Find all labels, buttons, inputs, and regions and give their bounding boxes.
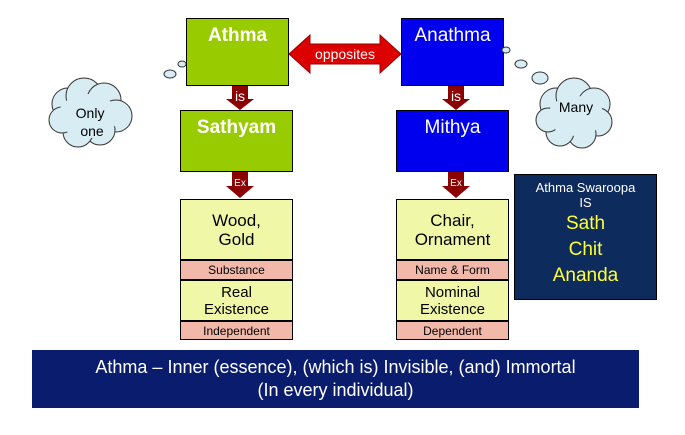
anathma-label: Anathma <box>414 25 491 46</box>
athma-label: Athma <box>207 25 268 46</box>
thought-left-line1: Only <box>76 105 105 121</box>
right-dependence-box: Dependent <box>396 321 509 340</box>
banner-line1: Athma – Inner (essence), (which is) Invi… <box>95 357 576 377</box>
left-existence-box: Real Existence <box>180 280 293 321</box>
left-example-box: Wood, Gold <box>180 199 293 260</box>
sathyam-label: Sathyam <box>196 117 277 138</box>
left-thought-cloud: Only one <box>48 60 187 148</box>
right-thought-cloud: Many <box>501 46 613 149</box>
left-substance-box: Substance <box>180 260 293 280</box>
swaroopa-heading1: Athma Swaroopa <box>535 180 636 195</box>
opposites-arrow: opposites <box>288 34 402 74</box>
banner-line2: (In every individual) <box>257 380 414 400</box>
mithya-label: Mithya <box>424 117 481 138</box>
left-is-arrow: is <box>226 86 254 110</box>
right-substance-box: Name & Form <box>396 260 509 280</box>
athma-box: Athma <box>186 18 289 86</box>
bottom-banner: Athma – Inner (essence), (which is) Invi… <box>32 350 639 408</box>
svg-text:Only one: Only one <box>76 105 109 139</box>
thought-right-label: Many <box>559 99 593 115</box>
swaroopa-box: Athma Swaroopa IS Sath Chit Ananda <box>514 174 657 300</box>
mithya-box: Mithya <box>396 110 509 172</box>
thought-left-line2: one <box>80 123 104 139</box>
swaroopa-heading2: IS <box>579 195 592 210</box>
swaroopa-word-chit: Chit <box>568 239 603 260</box>
swaroopa-word-ananda: Ananda <box>552 265 619 286</box>
right-is-arrow: is <box>442 86 470 110</box>
right-ex-label: Ex <box>450 178 462 189</box>
opposites-label: opposites <box>315 46 375 62</box>
left-dependence-box: Independent <box>180 321 293 340</box>
right-ex-arrow: Ex <box>442 172 470 198</box>
swaroopa-word-sath: Sath <box>565 213 606 234</box>
left-ex-label: Ex <box>234 178 246 189</box>
left-is-label: is <box>235 88 245 104</box>
right-existence-box: Nominal Existence <box>396 280 509 321</box>
left-ex-arrow: Ex <box>226 172 254 198</box>
right-is-label: is <box>451 88 461 104</box>
right-example-box: Chair, Ornament <box>396 199 509 260</box>
anathma-box: Anathma <box>401 18 504 86</box>
sathyam-box: Sathyam <box>180 110 293 172</box>
